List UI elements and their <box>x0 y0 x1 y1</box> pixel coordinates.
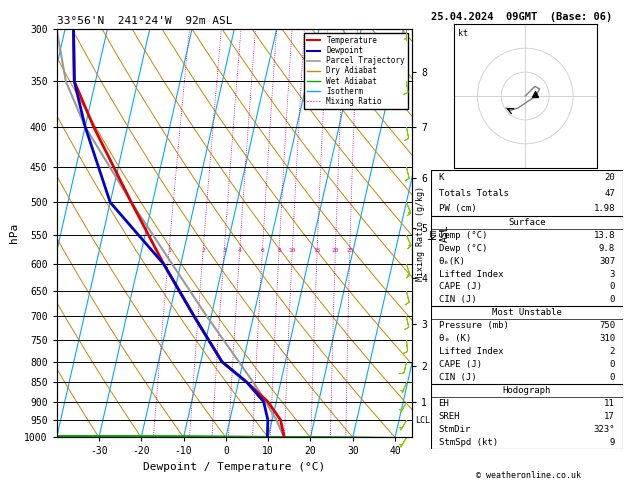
Text: Hodograph: Hodograph <box>503 386 551 395</box>
Text: Dewp (°C): Dewp (°C) <box>438 244 487 253</box>
Text: Pressure (mb): Pressure (mb) <box>438 321 508 330</box>
Text: EH: EH <box>438 399 449 408</box>
Text: 0: 0 <box>610 282 615 292</box>
Text: 4: 4 <box>238 248 242 253</box>
Text: Most Unstable: Most Unstable <box>492 308 562 317</box>
Text: Surface: Surface <box>508 218 545 227</box>
Y-axis label: hPa: hPa <box>9 223 18 243</box>
Text: 8: 8 <box>277 248 281 253</box>
Text: 11: 11 <box>604 399 615 408</box>
Text: 310: 310 <box>599 334 615 343</box>
Text: 20: 20 <box>332 248 340 253</box>
Text: 1.98: 1.98 <box>594 204 615 213</box>
Text: 25: 25 <box>347 248 353 253</box>
Text: 0: 0 <box>610 373 615 382</box>
Text: StmSpd (kt): StmSpd (kt) <box>438 437 498 447</box>
Text: Temp (°C): Temp (°C) <box>438 231 487 240</box>
Text: 13.8: 13.8 <box>594 231 615 240</box>
Text: 2: 2 <box>201 248 205 253</box>
Text: 3: 3 <box>223 248 226 253</box>
Text: CIN (J): CIN (J) <box>438 295 476 304</box>
Text: 9: 9 <box>610 437 615 447</box>
Text: 47: 47 <box>604 189 615 198</box>
Text: 1: 1 <box>167 248 171 253</box>
Text: 3: 3 <box>610 270 615 278</box>
Text: kt: kt <box>459 29 469 38</box>
Text: CAPE (J): CAPE (J) <box>438 360 482 369</box>
Text: 15: 15 <box>314 248 321 253</box>
Text: CAPE (J): CAPE (J) <box>438 282 482 292</box>
Text: 750: 750 <box>599 321 615 330</box>
Text: θₑ (K): θₑ (K) <box>438 334 470 343</box>
Text: 25.04.2024  09GMT  (Base: 06): 25.04.2024 09GMT (Base: 06) <box>431 12 612 22</box>
Legend: Temperature, Dewpoint, Parcel Trajectory, Dry Adiabat, Wet Adiabat, Isotherm, Mi: Temperature, Dewpoint, Parcel Trajectory… <box>304 33 408 109</box>
Text: StmDir: StmDir <box>438 425 470 434</box>
Text: CIN (J): CIN (J) <box>438 373 476 382</box>
Text: Lifted Index: Lifted Index <box>438 347 503 356</box>
Text: PW (cm): PW (cm) <box>438 204 476 213</box>
Text: θₑ(K): θₑ(K) <box>438 257 465 266</box>
Text: 10: 10 <box>289 248 296 253</box>
Text: Lifted Index: Lifted Index <box>438 270 503 278</box>
Text: 6: 6 <box>260 248 264 253</box>
Y-axis label: km
ASL: km ASL <box>428 225 450 242</box>
Text: 17: 17 <box>604 412 615 421</box>
Text: 0: 0 <box>610 360 615 369</box>
Text: 323°: 323° <box>594 425 615 434</box>
Text: 20: 20 <box>604 174 615 182</box>
Text: 9.8: 9.8 <box>599 244 615 253</box>
Text: Totals Totals: Totals Totals <box>438 189 508 198</box>
Text: K: K <box>438 174 444 182</box>
X-axis label: Dewpoint / Temperature (°C): Dewpoint / Temperature (°C) <box>143 462 325 472</box>
Text: 0: 0 <box>610 295 615 304</box>
Text: © weatheronline.co.uk: © weatheronline.co.uk <box>476 471 581 480</box>
Text: Mixing Ratio (g/kg): Mixing Ratio (g/kg) <box>416 186 425 281</box>
Text: LCL: LCL <box>416 416 430 424</box>
Text: 307: 307 <box>599 257 615 266</box>
Text: 2: 2 <box>610 347 615 356</box>
Text: SREH: SREH <box>438 412 460 421</box>
Text: 33°56'N  241°24'W  92m ASL: 33°56'N 241°24'W 92m ASL <box>57 16 232 26</box>
